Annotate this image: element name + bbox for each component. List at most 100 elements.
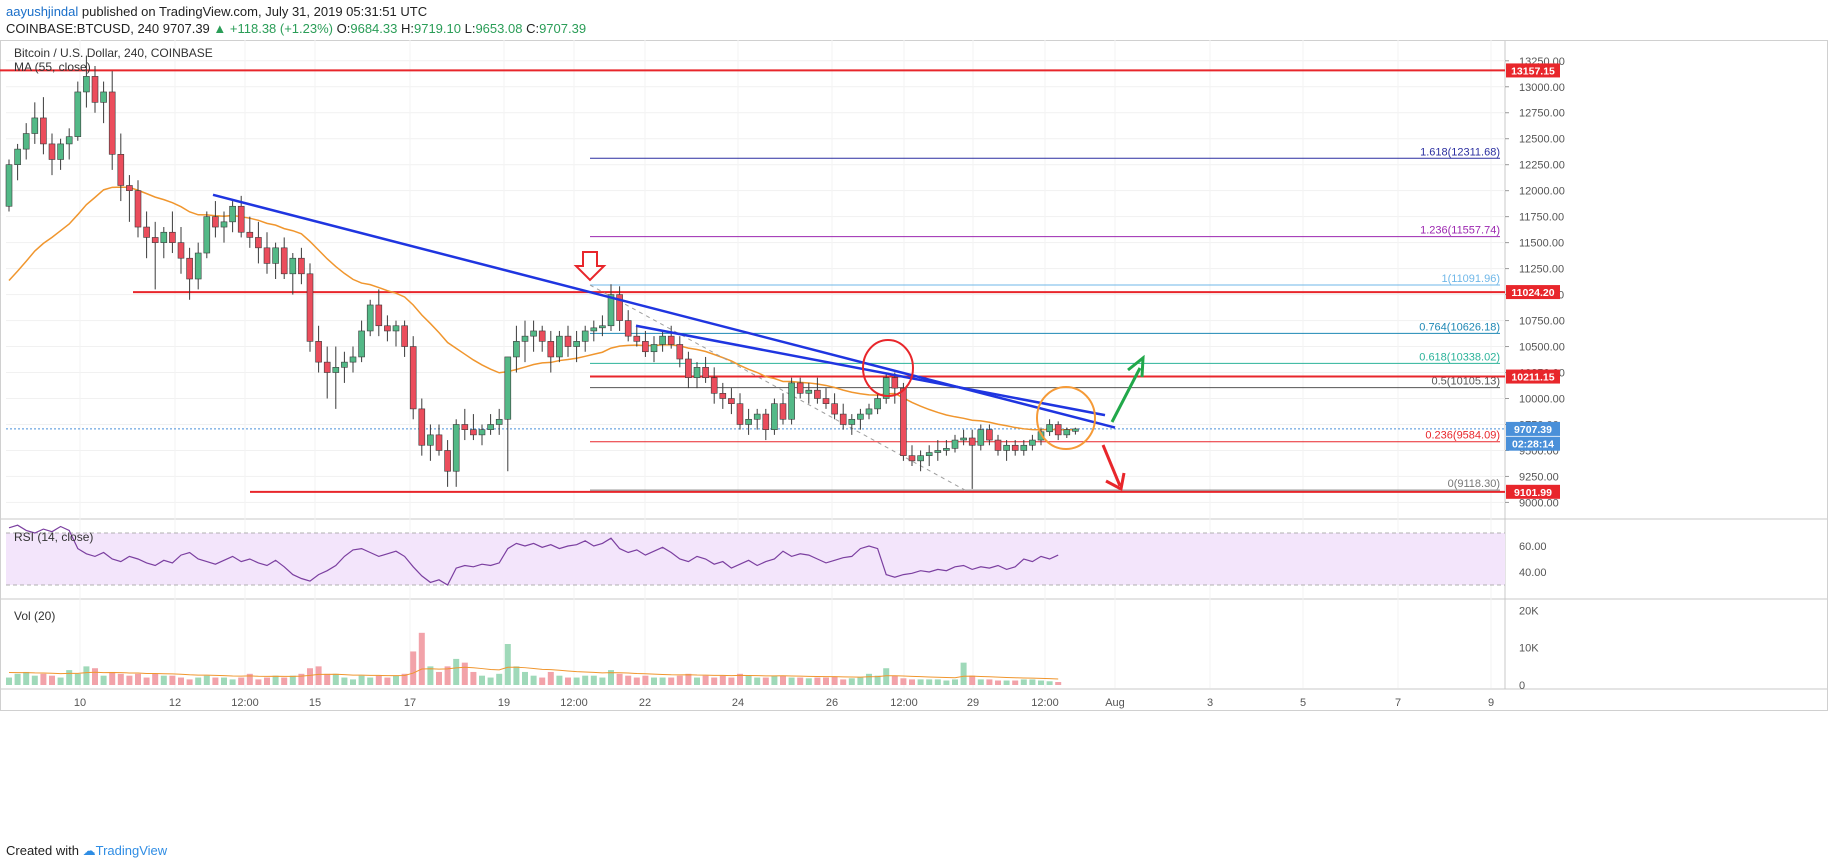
candle-body — [822, 398, 830, 404]
candle — [719, 382, 727, 409]
candle-body — [762, 413, 770, 430]
candle-body — [280, 247, 288, 275]
candle-body — [1003, 444, 1010, 451]
candle-body — [839, 413, 847, 425]
candle-body — [48, 143, 56, 160]
candle-body — [306, 273, 314, 342]
last-price: 9707.39 — [162, 21, 210, 36]
highlight-circle — [862, 339, 914, 397]
volume-bar — [934, 679, 941, 685]
volume-bar — [23, 671, 30, 685]
candle — [22, 123, 30, 160]
volume-bar — [40, 673, 47, 685]
candle — [1063, 427, 1071, 438]
volume-bar — [1020, 679, 1027, 685]
candle — [814, 377, 821, 404]
candle-body — [246, 231, 254, 238]
candle-body — [745, 418, 752, 425]
candle — [857, 408, 864, 430]
candle — [470, 414, 477, 441]
y-tick-label: 9250.00 — [1519, 471, 1559, 483]
volume-bar — [6, 677, 12, 685]
candle — [650, 336, 658, 363]
candle-body — [263, 247, 271, 264]
x-tick-label: 17 — [404, 697, 416, 709]
candle-body — [1020, 444, 1028, 451]
candle — [925, 445, 933, 467]
volume-bar — [805, 678, 812, 685]
volume-bar — [754, 677, 761, 685]
price-tag — [1506, 421, 1560, 436]
price-tag-label: 13157.15 — [1511, 65, 1555, 77]
candle — [435, 424, 443, 456]
candle-body — [22, 133, 30, 150]
candle-body — [616, 294, 623, 321]
candle-body — [134, 190, 142, 228]
volume-bar — [470, 671, 477, 685]
candle-body — [495, 418, 503, 425]
y-tick-label: 12750.00 — [1519, 108, 1565, 120]
price-tag-label: 10211.15 — [1511, 372, 1554, 384]
volume-bar — [608, 670, 614, 685]
candle-body — [607, 294, 615, 327]
candle — [366, 299, 374, 337]
candle — [57, 138, 64, 170]
candle-body — [1072, 428, 1079, 432]
candle-body — [573, 341, 580, 347]
x-tick-label: 10 — [74, 697, 86, 709]
fib-level-label: 1.236(11557.74) — [1420, 225, 1500, 237]
candle-body — [685, 358, 692, 379]
candle — [203, 211, 211, 259]
volume-bar — [1003, 680, 1010, 685]
volume-bar — [384, 677, 391, 685]
price-pane[interactable]: 1.618(12311.68) 1.236(11557.74) 1(11091.96… — [0, 55, 1505, 493]
candle — [986, 424, 993, 446]
candle-body — [289, 257, 297, 275]
candle — [788, 377, 795, 425]
candle-body — [736, 403, 744, 425]
volume-bar — [590, 675, 597, 685]
candle — [478, 424, 486, 446]
candle — [323, 346, 331, 399]
candle-body — [57, 143, 64, 160]
volume-bar — [14, 673, 21, 685]
legend-rsi: RSI (14, close) — [14, 530, 93, 544]
author-link[interactable]: aayushjindal — [6, 4, 79, 19]
tradingview-link[interactable]: TradingView — [95, 843, 168, 858]
candle — [745, 408, 752, 435]
volume-bar — [1046, 681, 1053, 685]
open-label: O: — [336, 21, 351, 36]
y-tick-label: 12250.00 — [1519, 160, 1565, 172]
volume-bar — [83, 666, 90, 685]
candle-body — [1046, 424, 1053, 433]
candle-body — [624, 320, 632, 337]
rsi-pane[interactable] — [6, 524, 1505, 586]
price-tag-label: 11024.20 — [1511, 287, 1554, 299]
trading-chart[interactable]: 1.618(12311.68) 1.236(11557.74) 1(11091.96… — [0, 40, 1828, 840]
candle-body — [401, 325, 408, 347]
y-tick-label: 10500.00 — [1519, 342, 1565, 354]
candle-body — [556, 335, 563, 358]
volume-bar — [57, 677, 64, 685]
candle — [487, 414, 494, 435]
candle — [384, 315, 391, 342]
candle-body — [693, 367, 701, 379]
publish-info: published on TradingView.com, July 31, 2… — [78, 4, 428, 19]
volume-bar — [539, 677, 546, 685]
candle-body — [1063, 429, 1071, 436]
candle — [91, 65, 99, 113]
candle — [1020, 440, 1028, 456]
candle — [134, 180, 142, 238]
y-tick-label: 12500.00 — [1519, 134, 1565, 146]
candle-body — [650, 344, 658, 353]
tradingview-logo-icon: ☁ — [82, 843, 96, 858]
x-tick-label: 22 — [639, 697, 651, 709]
candle-body — [960, 437, 967, 441]
volume-bar — [160, 675, 167, 685]
volume-bar — [100, 675, 107, 685]
volume-bar — [771, 675, 778, 685]
symbol-name: COINBASE:BTCUSD, 240 — [6, 21, 160, 36]
volume-bar — [702, 675, 709, 685]
volume-pane[interactable] — [6, 632, 1062, 685]
candle — [427, 424, 434, 461]
